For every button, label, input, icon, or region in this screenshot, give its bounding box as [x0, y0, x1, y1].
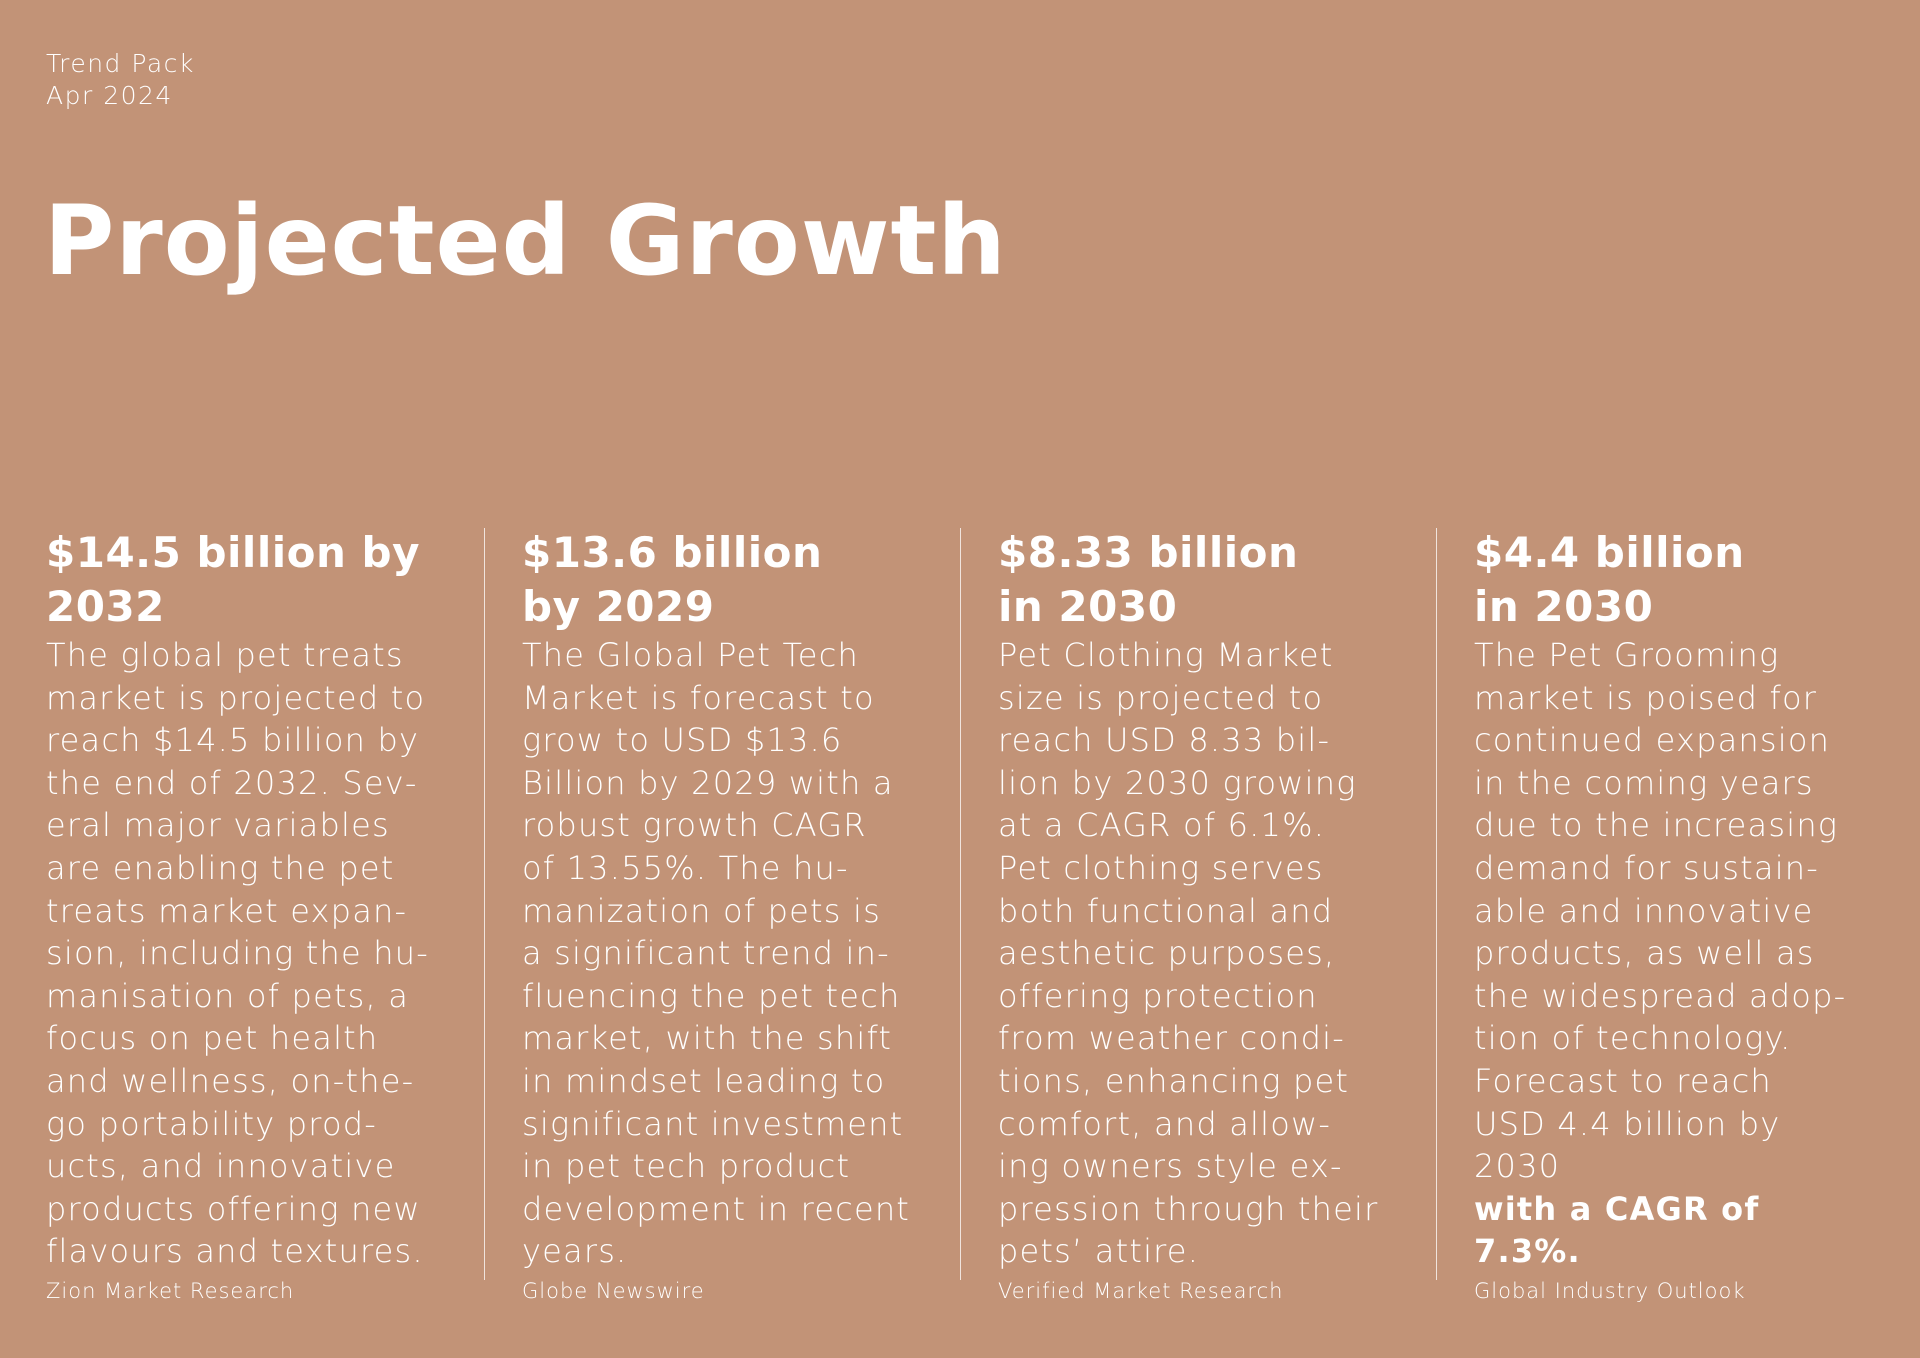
description-line: comfort, and allow- — [998, 1104, 1332, 1143]
description-line: USD 4.4 billion by — [1474, 1104, 1781, 1143]
description-line: The Global Pet Tech — [522, 636, 859, 674]
source-citation: Globe Newswire — [522, 1278, 705, 1303]
stat-headline-line: in 2030 — [1474, 582, 1654, 631]
description-emphasis: with a CAGR of — [1474, 1189, 1760, 1228]
description-line: a significant trend in- — [522, 934, 890, 973]
description-line: products, as well as — [1474, 934, 1815, 973]
description-line: sion, including the hu- — [46, 934, 429, 973]
description-line: products offering new — [46, 1189, 421, 1228]
description-line: size is projected to — [998, 678, 1324, 717]
description-line: 2030 with a CAGR of — [1474, 1145, 1894, 1230]
description-line: ucts, and innovative — [46, 1147, 396, 1186]
stat-headline: $14.5 billion by 2032 — [46, 526, 466, 634]
stat-headline: $4.4 billion in 2030 — [1474, 526, 1894, 634]
description-line: market, with the shift — [522, 1019, 893, 1058]
description-line: are enabling the pet — [46, 848, 395, 887]
description-text: 2030 — [1474, 1147, 1572, 1186]
description-line: offering protection — [998, 976, 1318, 1015]
page-title: Projected Growth — [44, 185, 1007, 297]
stat-description: The global pet treats market is projecte… — [46, 634, 466, 1273]
stat-description: The Pet Grooming market is poised for co… — [1474, 634, 1894, 1273]
description-line: tions, enhancing pet — [998, 1061, 1350, 1100]
stat-headline: $8.33 billion in 2030 — [998, 526, 1418, 634]
description-line: and wellness, on-the- — [46, 1061, 415, 1100]
description-line: aesthetic purposes, — [998, 934, 1336, 973]
stat-headline-line: by 2029 — [522, 582, 715, 631]
stat-headline-line: $8.33 billion — [998, 528, 1299, 577]
stat-description: The Global Pet Tech Market is forecast t… — [522, 634, 942, 1273]
description-line: 7.3%. — [1474, 1230, 1894, 1273]
column-divider — [960, 528, 961, 1280]
description-emphasis: 7.3%. — [1474, 1232, 1581, 1271]
stat-headline-line: in 2030 — [998, 582, 1178, 631]
stat-column-pet-treats: $14.5 billion by 2032 The global pet tre… — [46, 526, 466, 1305]
description-line: pets’ attire. — [998, 1232, 1200, 1271]
description-line: robust growth CAGR — [522, 806, 867, 845]
description-line: in pet tech product — [522, 1147, 851, 1186]
description-line: in the coming years — [1474, 763, 1814, 802]
description-line: development in recent — [522, 1189, 911, 1228]
description-line: The Pet Grooming — [1474, 636, 1780, 674]
description-line: grow to USD $13.6 — [522, 721, 843, 760]
description-line: the end of 2032. Sev- — [46, 763, 418, 802]
header-date: Apr 2024 — [46, 81, 173, 110]
column-divider — [484, 528, 485, 1280]
description-line: reach USD 8.33 bil- — [998, 721, 1331, 760]
source-citation: Global Industry Outlook — [1474, 1278, 1746, 1303]
description-line: go portability prod- — [46, 1104, 377, 1143]
stat-headline-line: 2032 — [46, 582, 165, 631]
description-line: tion of technology. — [1474, 1019, 1792, 1058]
description-line: Billion by 2029 with a — [522, 763, 894, 802]
stat-description: Pet Clothing Market size is projected to… — [998, 634, 1418, 1273]
description-line: lion by 2030 growing — [998, 763, 1357, 802]
stat-column-pet-clothing: $8.33 billion in 2030 Pet Clothing Marke… — [998, 526, 1418, 1305]
description-line: market is poised for — [1474, 678, 1818, 717]
description-line: reach $14.5 billion by — [46, 721, 420, 760]
description-line: significant investment — [522, 1104, 904, 1143]
description-line: the widespread adop- — [1474, 976, 1847, 1015]
stats-columns: $14.5 billion by 2032 The global pet tre… — [0, 526, 1920, 1303]
description-line: Pet clothing serves — [998, 848, 1324, 887]
source-citation: Verified Market Research — [998, 1278, 1284, 1303]
header-label: Trend Pack — [46, 49, 195, 78]
description-line: at a CAGR of 6.1%. — [998, 806, 1326, 845]
description-line: Pet Clothing Market — [998, 636, 1334, 674]
column-divider — [1436, 528, 1437, 1280]
description-line: demand for sustain- — [1474, 848, 1820, 887]
stat-headline-line: $14.5 billion by — [46, 528, 420, 577]
stat-headline-line: $13.6 billion — [522, 528, 823, 577]
description-line: in mindset leading to — [522, 1061, 886, 1100]
description-line: ing owners style ex- — [998, 1147, 1343, 1186]
description-line: The global pet treats — [46, 636, 404, 674]
description-line: years. — [522, 1232, 628, 1271]
stat-column-pet-tech: $13.6 billion by 2029 The Global Pet Tec… — [522, 526, 942, 1305]
description-line: continued expansion — [1474, 721, 1831, 760]
stat-column-pet-grooming: $4.4 billion in 2030 The Pet Grooming ma… — [1474, 526, 1894, 1305]
description-line: from weather condi- — [998, 1019, 1345, 1058]
description-line: flavours and textures. — [46, 1232, 424, 1271]
description-line: of 13.55%. The hu- — [522, 848, 849, 887]
description-line: fluencing the pet tech — [522, 976, 901, 1015]
source-citation: Zion Market Research — [46, 1278, 295, 1303]
description-line: able and innovative — [1474, 891, 1814, 930]
description-line: Market is forecast to — [522, 678, 875, 717]
description-line: focus on pet health — [46, 1019, 379, 1058]
description-line: pression through their — [998, 1189, 1379, 1228]
document-header: Trend Pack Apr 2024 — [46, 48, 195, 112]
description-line: due to the increasing — [1474, 806, 1839, 845]
description-line: both functional and — [998, 891, 1334, 930]
description-line: eral major variables — [46, 806, 390, 845]
description-line: market is projected to — [46, 678, 426, 717]
stat-headline: $13.6 billion by 2029 — [522, 526, 942, 634]
description-line: manization of pets is — [522, 891, 881, 930]
description-line: manisation of pets, a — [46, 976, 410, 1015]
description-line: Forecast to reach — [1474, 1061, 1772, 1100]
stat-headline-line: $4.4 billion — [1474, 528, 1745, 577]
description-line: treats market expan- — [46, 891, 408, 930]
